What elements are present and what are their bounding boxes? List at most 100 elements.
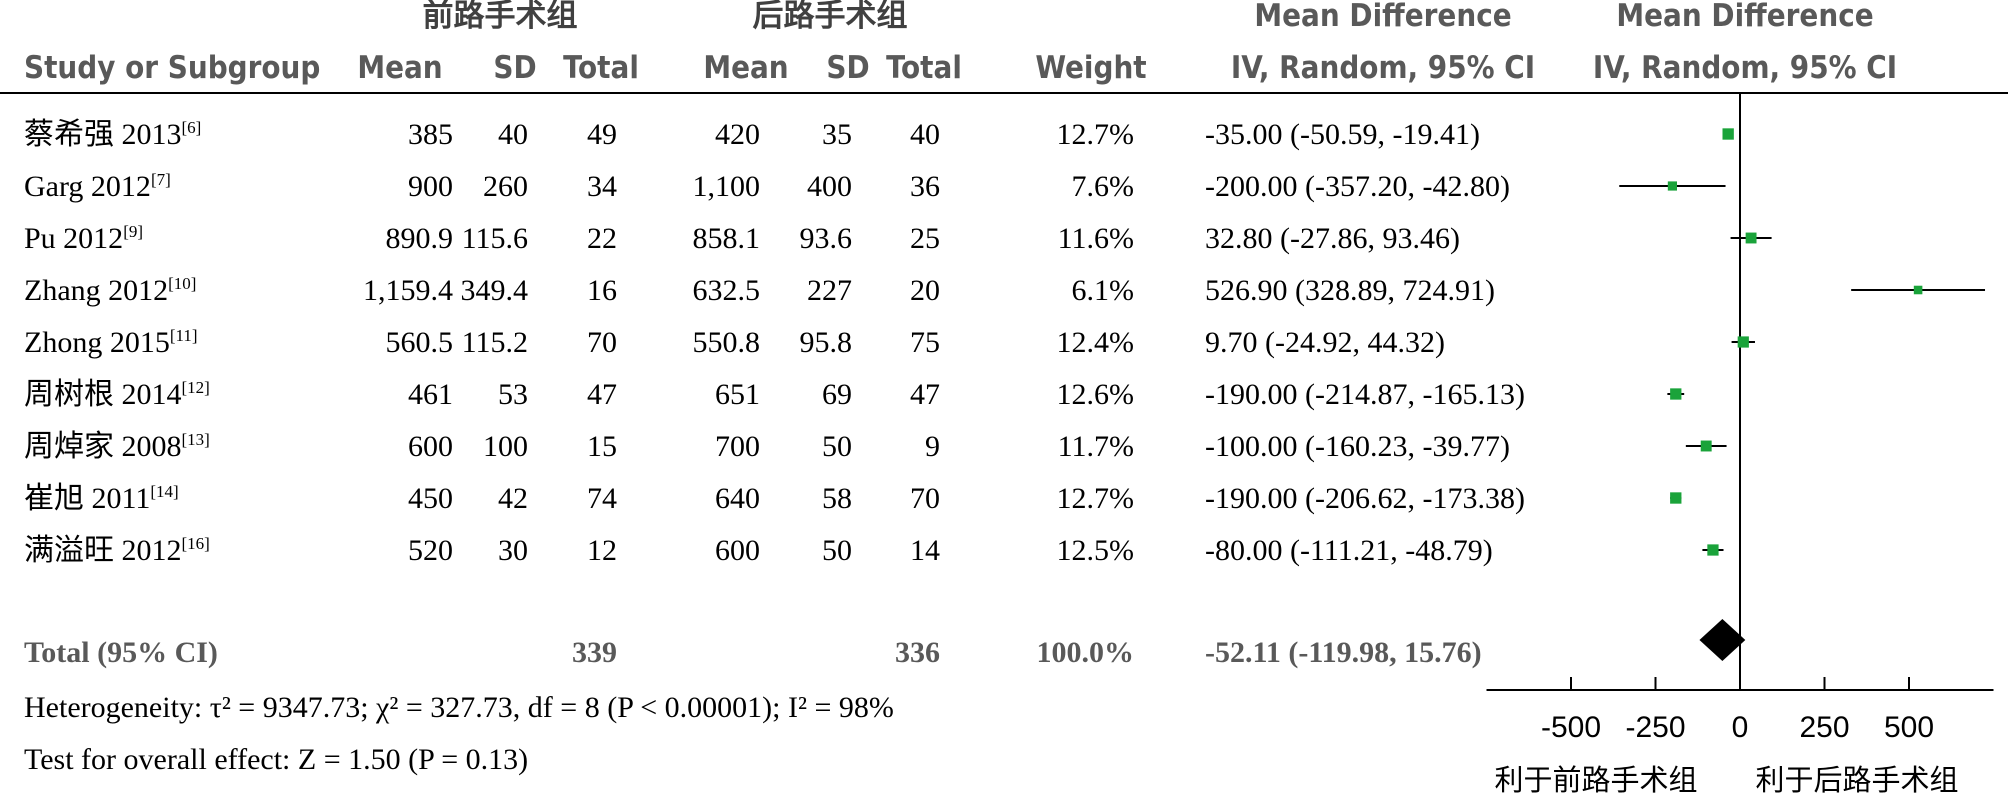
effect-marker (1700, 440, 1712, 452)
mean1-cell: 461 (408, 378, 453, 411)
study-name: Pu 2012[9] (24, 222, 143, 255)
mean2-header: Mean (703, 50, 788, 86)
sd1-cell: 100 (483, 430, 528, 463)
study-row: Zhong 2015[11] 560.5 115.2 70 550.8 95.8 75 12.… (24, 326, 1445, 359)
total1-cell: 49 (587, 118, 617, 151)
study-row: 满溢旺 2012[16] 520 30 12 600 50 14 12.5% -80.00 (-… (24, 534, 1493, 567)
study-name: 周焯家 2008[13] (24, 430, 210, 463)
sd1-cell: 349.4 (461, 274, 529, 307)
weight-cell: 6.1% (1072, 274, 1135, 307)
plot-column-subtitle: IV, Random, 95% CI (1593, 50, 1897, 86)
total-weight: 100.0% (1037, 636, 1135, 669)
total2-cell: 75 (910, 326, 940, 359)
mean2-cell: 420 (715, 118, 760, 151)
total-row: Total (95% CI) 339 336 100.0% -52.11 (-1… (24, 636, 1482, 669)
mean1-header: Mean (357, 50, 442, 86)
study-row: 蔡希强 2013[6] 385 40 49 420 35 40 12.7% -35.00 (-5… (24, 118, 1480, 151)
total2-cell: 20 (910, 274, 940, 307)
total1-cell: 34 (587, 170, 617, 203)
effect-marker (1670, 388, 1682, 400)
total2-header: Total (886, 50, 962, 86)
mean1-cell: 385 (408, 118, 453, 151)
mean1-cell: 600 (408, 430, 453, 463)
ci-text-cell: -80.00 (-111.21, -48.79) (1205, 534, 1493, 567)
study-name: Garg 2012[7] (24, 170, 171, 203)
x-tick-label: -500 (1541, 711, 1601, 744)
effect-marker (1707, 544, 1719, 556)
total-label: Total (95% CI) (24, 636, 218, 669)
sd2-cell: 93.6 (800, 222, 853, 255)
effect-marker (1722, 128, 1734, 140)
study-row: Garg 2012[7] 900 260 34 1,100 400 36 7.6% -200.0… (24, 170, 1510, 203)
total1-cell: 22 (587, 222, 617, 255)
effect-marker (1745, 232, 1757, 244)
sd1-header: SD (493, 50, 536, 86)
sd2-cell: 227 (807, 274, 852, 307)
study-column-header: Study or Subgroup (24, 50, 320, 86)
effect-marker (1670, 492, 1682, 504)
sd2-cell: 58 (822, 482, 852, 515)
sd2-cell: 95.8 (800, 326, 853, 359)
sd2-cell: 50 (822, 534, 852, 567)
group1-header: 前路手术组 (423, 0, 578, 34)
study-row: Zhang 2012[10] 1,159.4 349.4 16 632.5 227 20 6.… (24, 274, 1495, 307)
study-row: 周焯家 2008[13] 600 100 15 700 50 9 11.7% -100.00 (… (24, 430, 1510, 463)
mean2-cell: 700 (715, 430, 760, 463)
total2-cell: 14 (910, 534, 940, 567)
mean1-cell: 560.5 (386, 326, 454, 359)
weight-cell: 12.7% (1057, 118, 1135, 151)
ci-text-cell: 9.70 (-24.92, 44.32) (1205, 326, 1445, 359)
study-name: 蔡希强 2013[6] (24, 118, 201, 151)
sd1-cell: 42 (498, 482, 528, 515)
ci-text-cell: -100.00 (-160.23, -39.77) (1205, 430, 1510, 463)
sd2-cell: 50 (822, 430, 852, 463)
study-rows: 蔡希强 2013[6] 385 40 49 420 35 40 12.7% -35.00 (-5… (24, 118, 1525, 567)
sd1-cell: 115.2 (462, 326, 528, 359)
total1-cell: 47 (587, 378, 617, 411)
total2-cell: 47 (910, 378, 940, 411)
total1-cell: 70 (587, 326, 617, 359)
mean2-cell: 550.8 (693, 326, 761, 359)
total-ci-text: -52.11 (-119.98, 15.76) (1205, 636, 1482, 669)
x-tick-label: 500 (1884, 711, 1934, 744)
ci-text-cell: -35.00 (-50.59, -19.41) (1205, 118, 1480, 151)
sd2-cell: 35 (822, 118, 852, 151)
mean2-cell: 640 (715, 482, 760, 515)
sd1-cell: 260 (483, 170, 528, 203)
total-n2: 336 (895, 636, 940, 669)
study-row: Pu 2012[9] 890.9 115.6 22 858.1 93.6 25 11.6% 32… (24, 222, 1460, 255)
total-n1: 339 (572, 636, 617, 669)
weight-cell: 12.5% (1057, 534, 1135, 567)
sd2-cell: 400 (807, 170, 852, 203)
total2-cell: 9 (925, 430, 940, 463)
md-column-subtitle: IV, Random, 95% CI (1231, 50, 1535, 86)
mean2-cell: 1,100 (693, 170, 761, 203)
plot-area: -500 -250 0 250 500 (1486, 93, 1994, 744)
study-name: Zhong 2015[11] (24, 326, 198, 359)
sd1-cell: 40 (498, 118, 528, 151)
weight-header: Weight (1035, 50, 1146, 86)
favors-left-label: 利于前路手术组 (1494, 763, 1697, 794)
plot-column-title: Mean Difference (1616, 0, 1873, 34)
study-name: 崔旭 2011[14] (24, 482, 179, 515)
mean2-cell: 600 (715, 534, 760, 567)
total1-cell: 12 (587, 534, 617, 567)
heterogeneity-label: Heterogeneity: τ² = 9347.73; χ² = 327.73… (24, 691, 894, 724)
ci-text-cell: 526.90 (328.89, 724.91) (1205, 274, 1495, 307)
study-row: 崔旭 2011[14] 450 42 74 640 58 70 12.7% -190.00 (-… (24, 482, 1525, 515)
x-tick-label: 0 (1732, 711, 1749, 744)
mean1-cell: 450 (408, 482, 453, 515)
mean1-cell: 900 (408, 170, 453, 203)
overall-effect-text: Test for overall effect: Z = 1.50 (P = 0… (24, 743, 528, 776)
weight-cell: 12.7% (1057, 482, 1135, 515)
total1-cell: 15 (587, 430, 617, 463)
mean1-cell: 520 (408, 534, 453, 567)
total1-header: Total (563, 50, 639, 86)
sd1-cell: 115.6 (462, 222, 528, 255)
effect-marker (1737, 336, 1749, 348)
total1-cell: 74 (587, 482, 617, 515)
favors-right-label: 利于后路手术组 (1755, 763, 1958, 794)
md-column-title: Mean Difference (1254, 0, 1511, 34)
sd1-cell: 30 (498, 534, 528, 567)
